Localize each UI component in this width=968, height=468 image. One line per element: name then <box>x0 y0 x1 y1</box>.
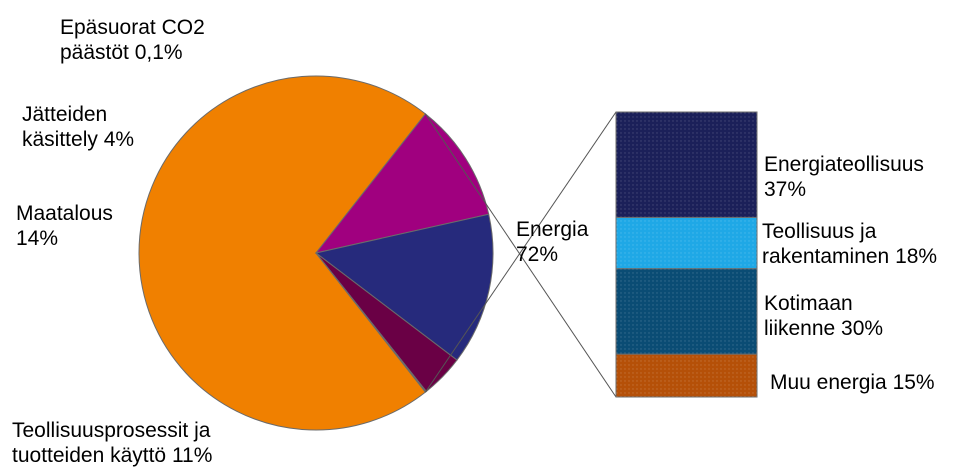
slice-label-teollisuusprosessit: Teollisuusprosessit ja tuotteiden käyttö… <box>12 419 213 467</box>
slice-label-epasuorat-co2: Epäsuorat CO2 päästöt 0,1% <box>60 16 205 64</box>
slice-label-energia: Energia 72% <box>516 218 589 266</box>
pie-slice-1 <box>314 113 490 254</box>
pie-to-bar-connectors <box>425 111 617 398</box>
energy-breakdown-bar <box>615 111 758 398</box>
bar-label-energiateollisuus: Energiateollisuus 37% <box>764 153 924 201</box>
pie <box>138 75 494 431</box>
bar-segment-texture-1 <box>616 217 757 269</box>
slice-label-jatteiden-kasittely: Jätteiden käsittely 4% <box>22 103 135 151</box>
bar-label-muu-energia: Muu energia 15% <box>770 371 935 394</box>
bar-label-kotimaan-liikenne: Kotimaan liikenne 30% <box>764 292 884 340</box>
pie-slice-0 <box>138 75 427 431</box>
pie-slice-2 <box>314 213 494 361</box>
slice-label-maatalous: Maatalous 14% <box>16 202 113 250</box>
connector-top <box>425 111 617 393</box>
bar-label-teollisuus-ja-rakentaminen: Teollisuus ja rakentaminen 18% <box>762 220 938 268</box>
connector-bottom <box>425 113 617 398</box>
bar-segment-texture-2 <box>616 268 757 355</box>
bar-segment-texture-3 <box>616 354 757 397</box>
bar-segment-texture-0 <box>616 112 757 218</box>
